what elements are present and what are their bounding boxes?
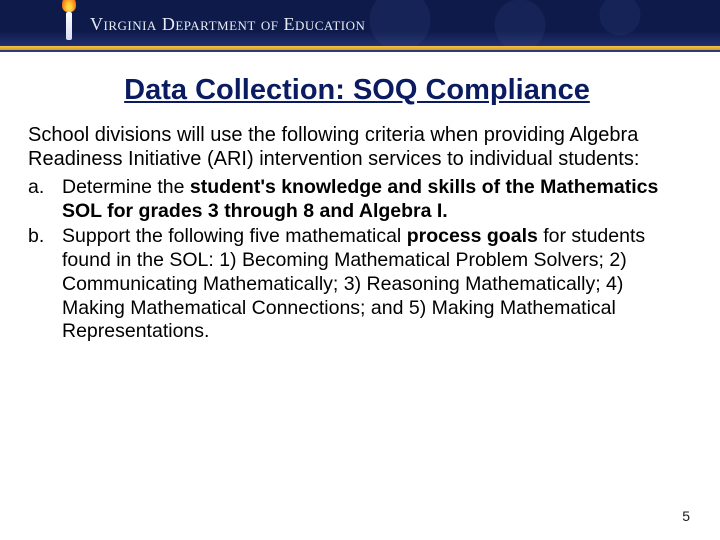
page-number: 5 (682, 508, 690, 524)
accent-blue-line (0, 50, 720, 52)
list-letter: b. (28, 225, 62, 344)
torch-icon (60, 0, 78, 42)
slide-content: Data Collection: SOQ Compliance School d… (0, 52, 720, 344)
department-name: Virginia Department of Education (90, 14, 365, 35)
list-item: b. Support the following five mathematic… (28, 225, 686, 344)
intro-paragraph: School divisions will use the following … (28, 123, 686, 172)
header-banner: Virginia Department of Education (0, 0, 720, 52)
list-item: a. Determine the student's knowledge and… (28, 176, 686, 224)
list-body: Support the following five mathematical … (62, 225, 686, 344)
list-body: Determine the student's knowledge and sk… (62, 176, 686, 224)
item-pre: Support the following five mathematical (62, 225, 407, 247)
item-pre: Determine the (62, 176, 190, 198)
item-bold: process goals (407, 225, 538, 247)
slide-title: Data Collection: SOQ Compliance (28, 74, 686, 107)
list-letter: a. (28, 176, 62, 224)
criteria-list: a. Determine the student's knowledge and… (28, 176, 686, 344)
